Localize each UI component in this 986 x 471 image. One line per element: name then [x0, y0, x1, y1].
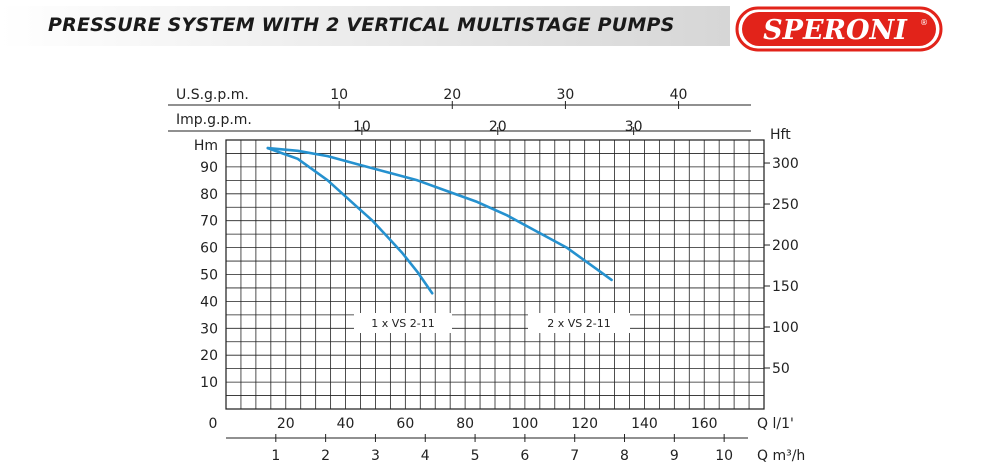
chart-labels: 0 20 40 60 80 100 120 140 160 Q l/1' 1 2 3 4 5 6 7 8 9 10 Q … — [176, 87, 805, 464]
x-tick-label: 140 — [631, 416, 658, 432]
x-tick-label: 80 — [456, 416, 474, 432]
hft-tick-label: 150 — [772, 279, 799, 295]
y-axis-label: Hm — [194, 138, 218, 154]
x-tick-label: 60 — [396, 416, 414, 432]
x-tick-label: 100 — [512, 416, 539, 432]
hft-tick-label: 300 — [772, 156, 799, 172]
y-tick-label: 50 — [200, 268, 218, 284]
m3h-tick-label: 10 — [715, 448, 733, 464]
m3h-tick-label: 5 — [471, 448, 480, 464]
curve-series-2 — [266, 146, 613, 282]
series-label-1: 1 x VS 2-11 — [371, 317, 434, 330]
usgpm-tick-label: 20 — [443, 87, 461, 103]
m3h-tick-label: 7 — [570, 448, 579, 464]
m3h-tick-label: 3 — [371, 448, 380, 464]
m3h-tick-label: 1 — [271, 448, 280, 464]
speroni-logo: SPERONI ® — [735, 6, 943, 52]
header-bar — [0, 6, 730, 46]
page-title: PRESSURE SYSTEM WITH 2 VERTICAL MULTISTA… — [48, 14, 675, 36]
hft-tick-label: 50 — [772, 361, 790, 377]
y-tick-label: 60 — [200, 241, 218, 257]
impgpm-tick-label: 10 — [353, 119, 371, 135]
hft-tick-label: 200 — [772, 238, 799, 254]
x-tick-label: 120 — [571, 416, 598, 432]
impgpm-tick-label: 20 — [489, 119, 507, 135]
series-label-box — [354, 313, 452, 333]
chart-axes — [168, 101, 770, 442]
y-tick-label: 80 — [200, 187, 218, 203]
x-tick-label: 0 — [209, 416, 218, 432]
impgpm-axis-label: Imp.g.p.m. — [176, 112, 252, 128]
m3h-tick-label: 9 — [670, 448, 679, 464]
logo-text: SPERONI — [763, 15, 908, 46]
usgpm-tick-label: 10 — [330, 87, 348, 103]
chart-grid — [225, 139, 765, 410]
m3h-tick-label: 2 — [321, 448, 330, 464]
y-tick-label: 90 — [200, 160, 218, 176]
y-tick-label: 10 — [200, 375, 218, 391]
impgpm-tick-label: 30 — [625, 119, 643, 135]
x-axis-label: Q l/1' — [757, 416, 794, 432]
m3h-tick-label: 6 — [520, 448, 529, 464]
m3h-tick-label: 4 — [421, 448, 430, 464]
y-tick-label: 20 — [200, 348, 218, 364]
curve-series-1 — [266, 146, 434, 295]
hft-axis-label: Hft — [770, 127, 791, 143]
hft-tick-label: 100 — [772, 320, 799, 336]
x-tick-label: 40 — [337, 416, 355, 432]
y-tick-label: 40 — [200, 294, 218, 310]
series-label-box — [528, 313, 630, 333]
usgpm-axis-label: U.S.g.p.m. — [176, 87, 249, 103]
usgpm-tick-label: 40 — [670, 87, 688, 103]
logo-registered-mark: ® — [920, 18, 928, 27]
series-label-2: 2 x VS 2-11 — [547, 317, 610, 330]
x-tick-label: 160 — [691, 416, 718, 432]
y-tick-label: 70 — [200, 214, 218, 230]
usgpm-tick-label: 30 — [557, 87, 575, 103]
chart-curves — [266, 146, 613, 295]
y-tick-label: 30 — [200, 321, 218, 337]
hft-tick-label: 250 — [772, 197, 799, 213]
m3h-axis-label: Q m³/h — [757, 448, 805, 464]
x-tick-label: 20 — [277, 416, 295, 432]
m3h-tick-label: 8 — [620, 448, 629, 464]
